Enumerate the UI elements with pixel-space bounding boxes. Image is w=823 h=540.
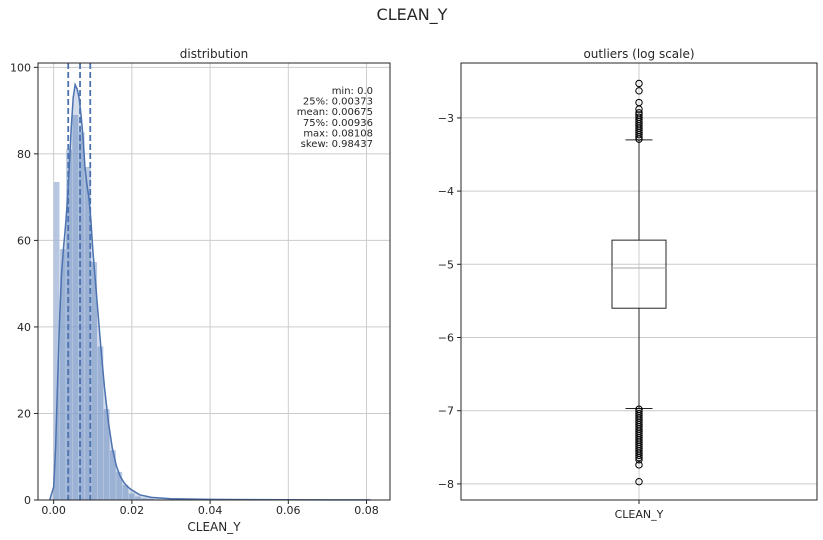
quantile-lines bbox=[67, 63, 92, 500]
stats-line: 75%: 0.00936 bbox=[303, 118, 373, 129]
y-tick-label: 80 bbox=[17, 148, 31, 161]
y-tick-label: −6 bbox=[438, 331, 454, 344]
outlier-point bbox=[635, 87, 643, 95]
stats-line: max: 0.08108 bbox=[303, 128, 373, 139]
boxplot-category-label: CLEAN_Y bbox=[615, 508, 664, 521]
histogram-bar bbox=[97, 346, 104, 500]
histogram-bar bbox=[109, 450, 116, 500]
distribution-x-ticks: 0.00 0.02 0.04 0.06 0.08 bbox=[41, 500, 379, 517]
distribution-xlabel: CLEAN_Y bbox=[187, 520, 241, 534]
y-tick-label: −8 bbox=[438, 478, 454, 491]
stats-line: mean: 0.00675 bbox=[297, 107, 373, 118]
histogram-bar bbox=[122, 484, 129, 500]
outlier-points bbox=[635, 79, 643, 486]
distribution-frame bbox=[37, 62, 391, 501]
outlier-point bbox=[635, 461, 643, 469]
x-tick-label: 0.06 bbox=[276, 504, 301, 517]
histogram-bar bbox=[53, 181, 60, 500]
outliers-panel: −3 −4 −5 −6 −7 −8 outliers (log scale) CLEAN_… bbox=[438, 47, 818, 521]
distribution-title: distribution bbox=[180, 47, 248, 61]
outlier-point bbox=[635, 453, 643, 462]
histogram-bar bbox=[84, 166, 91, 500]
x-tick-label: 0.00 bbox=[41, 504, 66, 517]
y-tick-label: 100 bbox=[10, 61, 31, 74]
outlier-point bbox=[635, 133, 643, 141]
histogram-bar bbox=[141, 498, 148, 500]
outliers-title: outliers (log scale) bbox=[583, 47, 694, 61]
distribution-y-ticks: 0 20 40 60 80 100 bbox=[10, 61, 38, 507]
x-tick-label: 0.02 bbox=[120, 504, 145, 517]
outlier-point bbox=[635, 451, 643, 460]
y-tick-label: 40 bbox=[17, 321, 31, 334]
histogram-bar bbox=[78, 132, 85, 500]
stats-line: skew: 0.98437 bbox=[301, 139, 373, 150]
figure-title: CLEAN_Y bbox=[377, 5, 448, 25]
x-tick-label: 0.04 bbox=[198, 504, 223, 517]
histogram-bar bbox=[134, 496, 141, 500]
histogram-bar bbox=[103, 409, 110, 500]
histogram-bar bbox=[128, 493, 135, 500]
y-tick-label: −3 bbox=[438, 112, 454, 125]
outliers-y-ticks: −3 −4 −5 −6 −7 −8 bbox=[438, 112, 640, 504]
histogram-bar bbox=[91, 262, 98, 500]
outlier-point bbox=[635, 79, 643, 88]
distribution-panel: 0.00 0.02 0.04 0.06 0.08 0 20 40 60 80 100 distri… bbox=[10, 47, 391, 534]
y-tick-label: 0 bbox=[24, 494, 31, 507]
y-tick-label: 60 bbox=[17, 234, 31, 247]
y-tick-label: 20 bbox=[17, 407, 31, 420]
kde-fill bbox=[49, 84, 371, 500]
histogram-bar bbox=[116, 471, 123, 500]
stats-line: 25%: 0.00373 bbox=[303, 97, 373, 108]
iqr-box bbox=[611, 239, 667, 309]
y-tick-label: −4 bbox=[438, 185, 454, 198]
outlier-point bbox=[635, 105, 643, 113]
outlier-point bbox=[635, 131, 643, 139]
outlier-point bbox=[635, 478, 643, 486]
histogram-bar bbox=[147, 498, 154, 500]
outlier-point bbox=[635, 456, 643, 464]
histogram-bar bbox=[59, 249, 66, 500]
histogram-bar bbox=[72, 114, 79, 501]
boxplot bbox=[611, 139, 667, 410]
x-tick-label: 0.08 bbox=[354, 504, 379, 517]
y-tick-label: −5 bbox=[438, 258, 454, 271]
y-tick-label: −7 bbox=[438, 405, 454, 418]
outlier-point bbox=[635, 135, 643, 143]
stats-line: min: 0.0 bbox=[332, 86, 373, 97]
